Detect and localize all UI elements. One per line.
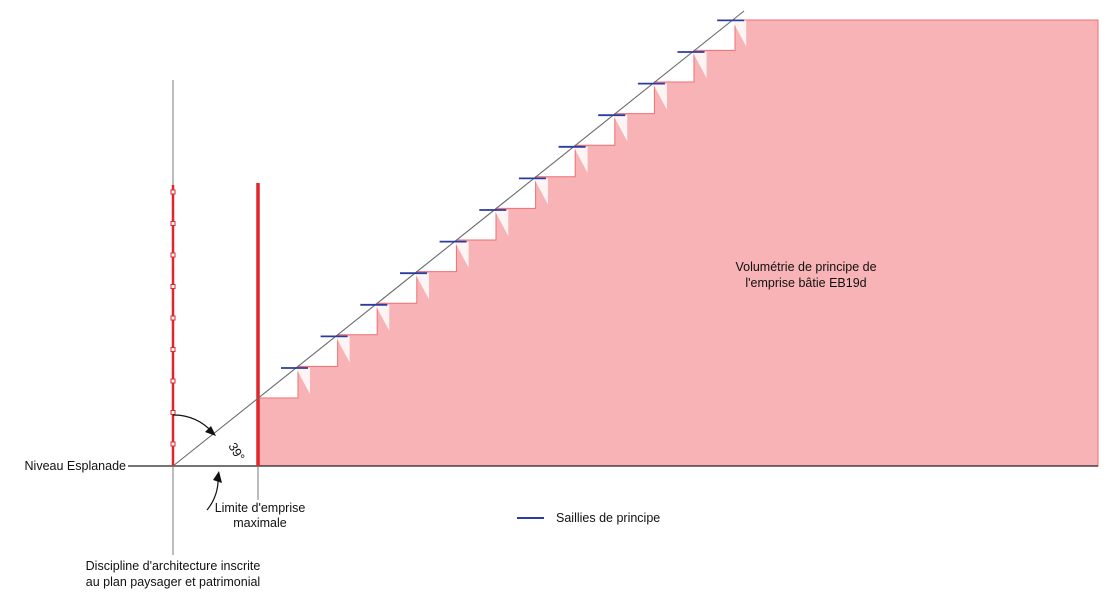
step-notch <box>573 146 588 173</box>
angle-label: 39° <box>225 440 247 463</box>
gauge-diagonal-line <box>172 10 745 467</box>
facade-dot <box>170 441 176 447</box>
step-notch <box>295 368 310 394</box>
step-notches <box>295 20 747 394</box>
angle-arrowhead-lower <box>213 471 222 483</box>
step-notch <box>494 210 509 236</box>
step-notch <box>613 115 628 142</box>
step-notch <box>732 20 747 47</box>
discipline-label-line2: au plan paysager et patrimonial <box>86 575 260 589</box>
building-volume <box>257 19 1099 467</box>
facade-dot <box>170 378 176 384</box>
saillies-group <box>281 19 745 369</box>
facade-dot <box>170 189 176 195</box>
step-notch <box>692 52 707 78</box>
facade-dot <box>170 221 176 226</box>
step-notch <box>652 83 667 110</box>
step-notch <box>414 273 429 300</box>
step-notch <box>454 241 469 268</box>
step-notch <box>375 304 390 331</box>
legend-saillie-label: Saillies de principe <box>556 511 660 525</box>
volume-label-line2: l'emprise bâtie EB19d <box>745 276 866 290</box>
facade-dot <box>170 410 176 415</box>
angle-arrowhead-upper <box>205 426 216 436</box>
facade-dot <box>170 284 176 289</box>
step-notch <box>533 178 548 205</box>
limite-label-line2: maximale <box>233 516 287 530</box>
esplanade-label: Niveau Esplanade <box>25 459 127 473</box>
facade-dots <box>170 189 176 447</box>
step-notch <box>335 336 350 363</box>
discipline-label-line1: Discipline d'architecture inscrite <box>86 559 261 573</box>
facade-dot <box>170 315 176 321</box>
facade-dot <box>170 347 176 352</box>
facade-dot <box>170 252 176 258</box>
limite-label-line1: Limite d'emprise <box>215 501 306 515</box>
volume-label-line1: Volumétrie de principe de <box>735 260 876 274</box>
